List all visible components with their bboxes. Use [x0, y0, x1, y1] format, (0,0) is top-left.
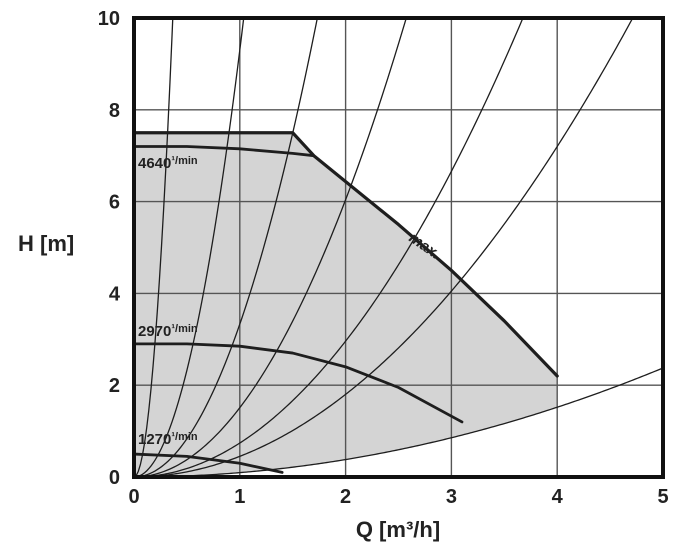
speed-curve	[132, 145, 316, 158]
x-tick-label: 1	[234, 486, 245, 508]
system-curve-line	[134, 18, 407, 477]
speed-curve	[132, 342, 464, 424]
x-tick-label: 3	[446, 486, 457, 508]
system-curves	[134, 18, 663, 477]
system-curve-line	[134, 18, 245, 477]
x-tick-label: 5	[657, 486, 668, 508]
y-axis-title: H [m]	[18, 231, 74, 256]
x-axis-title: Q [m³/h]	[356, 517, 440, 542]
system-curve-line	[134, 18, 174, 477]
x-tick-label: 0	[128, 486, 139, 508]
max-curve	[132, 131, 559, 378]
speed-label-2970: 2970¹/min	[138, 323, 198, 340]
speed-label-1270-unit: ¹/min	[171, 431, 198, 443]
speed-label-2970-unit: ¹/min	[171, 323, 198, 335]
y-tick-label: 4	[109, 283, 121, 305]
plot-frame	[132, 16, 665, 479]
system-curve-line	[134, 367, 663, 477]
speed-label-1270-value: 1270	[138, 431, 171, 448]
speed-label-4640-unit: ¹/min	[171, 155, 198, 167]
x-tick-label: 2	[340, 486, 351, 508]
x-tick-label: 4	[552, 486, 564, 508]
y-tick-label: 10	[98, 8, 120, 30]
y-tick-label: 2	[109, 375, 120, 397]
speed-curve	[132, 452, 284, 474]
system-curve-line	[134, 18, 634, 477]
system-curve-line	[134, 18, 319, 477]
pump-curves	[132, 131, 559, 474]
y-tick-label: 8	[109, 100, 120, 122]
speed-label-2970-value: 2970	[138, 323, 171, 340]
grid-lines	[134, 18, 663, 477]
y-tick-label: 0	[109, 467, 120, 489]
speed-label-4640: 4640¹/min	[138, 155, 198, 172]
y-tick-label: 6	[109, 192, 120, 214]
speed-label-4640-value: 4640	[138, 155, 171, 172]
speed-label-1270: 1270¹/min	[138, 431, 198, 448]
system-curve-line	[134, 18, 524, 477]
